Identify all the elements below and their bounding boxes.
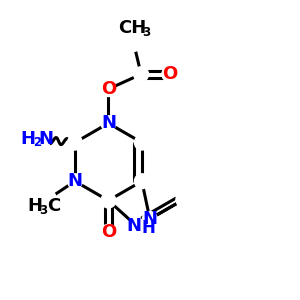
Circle shape: [101, 82, 116, 97]
Text: 3: 3: [142, 26, 151, 38]
Text: O: O: [101, 80, 116, 98]
Circle shape: [125, 35, 142, 51]
Text: H: H: [142, 219, 155, 237]
Text: 2: 2: [33, 136, 41, 149]
Circle shape: [68, 174, 82, 189]
Text: O: O: [101, 223, 116, 241]
Circle shape: [68, 135, 82, 150]
Circle shape: [134, 67, 148, 82]
Circle shape: [101, 116, 116, 131]
Circle shape: [176, 192, 191, 207]
Circle shape: [34, 131, 51, 148]
Circle shape: [130, 219, 145, 234]
Text: N: N: [101, 114, 116, 132]
Circle shape: [134, 174, 149, 189]
Text: C: C: [47, 196, 60, 214]
Circle shape: [40, 191, 56, 207]
Text: N: N: [127, 218, 142, 236]
Text: N: N: [142, 210, 158, 228]
Circle shape: [101, 193, 116, 208]
Circle shape: [134, 135, 149, 150]
Text: 3: 3: [40, 203, 48, 217]
Circle shape: [142, 212, 157, 226]
Text: N: N: [38, 130, 53, 148]
Text: H: H: [20, 130, 35, 148]
Text: CH: CH: [118, 19, 146, 37]
Text: N: N: [68, 172, 82, 190]
Text: O: O: [162, 65, 177, 83]
Circle shape: [101, 224, 116, 239]
Circle shape: [162, 67, 177, 82]
Text: H: H: [27, 197, 42, 215]
